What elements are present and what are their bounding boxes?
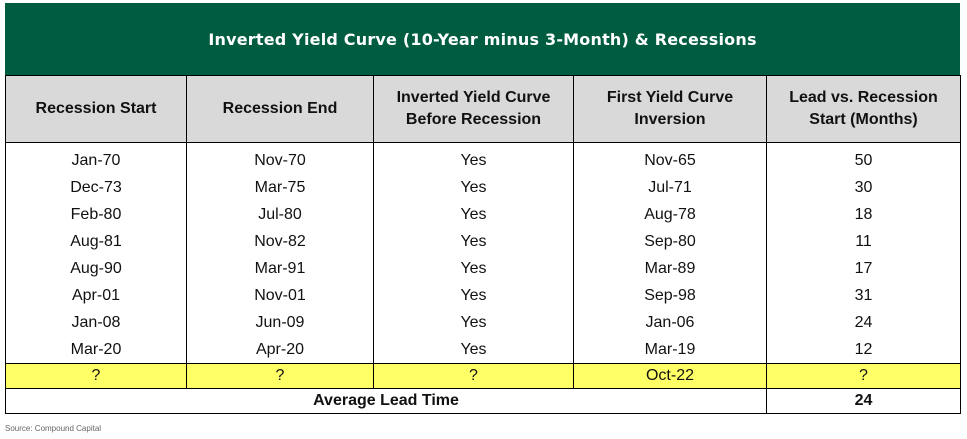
cell-recession-start: Mar-20: [5, 336, 187, 364]
cell-recession-end: Nov-70: [186, 142, 374, 174]
cell-recession-end: Mar-91: [186, 255, 374, 282]
cell-first-inversion: Sep-98: [573, 282, 767, 309]
cell-lead-months: 11: [766, 228, 961, 255]
header-first-inversion: First Yield Curve Inversion: [573, 75, 767, 143]
header-line: Inverted Yield Curve: [396, 89, 551, 106]
header-lead-months: Lead vs. Recession Start (Months): [766, 75, 961, 143]
header-line: Before Recession: [405, 111, 542, 128]
header-line: Inversion: [634, 111, 706, 128]
cell-inverted-before: Yes: [373, 174, 574, 201]
cell-recession-end: Apr-20: [186, 336, 374, 364]
cell-recession-end-unknown: ?: [186, 363, 374, 389]
cell-lead-months: 31: [766, 282, 961, 309]
cell-recession-end: Jul-80: [186, 201, 374, 228]
average-lead-time-label: Average Lead Time: [5, 388, 767, 414]
cell-inverted-before: Yes: [373, 228, 574, 255]
cell-first-inversion: Nov-65: [573, 142, 767, 174]
cell-inverted-before: Yes: [373, 309, 574, 336]
cell-recession-end: Nov-82: [186, 228, 374, 255]
cell-inverted-before: Yes: [373, 282, 574, 309]
title-bar: Inverted Yield Curve (10-Year minus 3-Mo…: [5, 3, 960, 75]
table-row: Jan-70 Nov-70 Yes Nov-65 50: [5, 142, 961, 174]
cell-first-inversion: Mar-89: [573, 255, 767, 282]
cell-first-inversion: Sep-80: [573, 228, 767, 255]
cell-recession-end: Mar-75: [186, 174, 374, 201]
table-row: Aug-81 Nov-82 Yes Sep-80 11: [5, 228, 961, 255]
table-row: Feb-80 Jul-80 Yes Aug-78 18: [5, 201, 961, 228]
yield-curve-table-frame: Inverted Yield Curve (10-Year minus 3-Mo…: [5, 3, 961, 414]
cell-recession-start: Jan-70: [5, 142, 187, 174]
cell-first-inversion: Jan-06: [573, 309, 767, 336]
cell-lead-months: 50: [766, 142, 961, 174]
cell-lead-months: 17: [766, 255, 961, 282]
header-line: Start (Months): [809, 111, 918, 128]
header-line: Recession End: [222, 100, 338, 117]
highlighted-current-row: ? ? ? Oct-22 ?: [5, 363, 961, 389]
cell-recession-start: Feb-80: [5, 201, 187, 228]
cell-lead-months: 24: [766, 309, 961, 336]
table-row: Apr-01 Nov-01 Yes Sep-98 31: [5, 282, 961, 309]
header-recession-end: Recession End: [186, 75, 374, 143]
table-row: Mar-20 Apr-20 Yes Mar-19 12: [5, 336, 961, 364]
header-recession-start: Recession Start: [5, 75, 187, 143]
cell-first-inversion: Jul-71: [573, 174, 767, 201]
header-inverted-before: Inverted Yield Curve Before Recession: [373, 75, 574, 143]
header-line: Recession Start: [35, 100, 157, 117]
table-row: Dec-73 Mar-75 Yes Jul-71 30: [5, 174, 961, 201]
cell-lead-months: 30: [766, 174, 961, 201]
cell-inverted-before: Yes: [373, 142, 574, 174]
cell-inverted-before: Yes: [373, 336, 574, 364]
cell-recession-start: Jan-08: [5, 309, 187, 336]
table-title: Inverted Yield Curve (10-Year minus 3-Mo…: [208, 29, 757, 49]
cell-recession-end: Jun-09: [186, 309, 374, 336]
cell-recession-start: Aug-81: [5, 228, 187, 255]
cell-first-inversion: Aug-78: [573, 201, 767, 228]
table-row: Jan-08 Jun-09 Yes Jan-06 24: [5, 309, 961, 336]
cell-recession-end: Nov-01: [186, 282, 374, 309]
average-row: Average Lead Time 24: [5, 388, 961, 414]
header-line: Lead vs. Recession: [789, 89, 938, 106]
cell-lead-months-unknown: ?: [766, 363, 961, 389]
cell-recession-start: Dec-73: [5, 174, 187, 201]
cell-recession-start: Aug-90: [5, 255, 187, 282]
cell-inverted-before: Yes: [373, 201, 574, 228]
average-lead-time-value: 24: [766, 388, 961, 414]
table-row: Aug-90 Mar-91 Yes Mar-89 17: [5, 255, 961, 282]
header-row: Recession Start Recession End Inverted Y…: [5, 75, 961, 143]
cell-lead-months: 18: [766, 201, 961, 228]
recession-table: Recession Start Recession End Inverted Y…: [5, 75, 961, 414]
cell-inverted-before: Yes: [373, 255, 574, 282]
source-note: Source: Compound Capital: [5, 424, 102, 433]
cell-recession-start-unknown: ?: [5, 363, 187, 389]
cell-first-inversion: Mar-19: [573, 336, 767, 364]
cell-lead-months: 12: [766, 336, 961, 364]
cell-inverted-before-unknown: ?: [373, 363, 574, 389]
cell-first-inversion-current: Oct-22: [573, 363, 767, 389]
cell-recession-start: Apr-01: [5, 282, 187, 309]
header-line: First Yield Curve: [606, 89, 734, 106]
